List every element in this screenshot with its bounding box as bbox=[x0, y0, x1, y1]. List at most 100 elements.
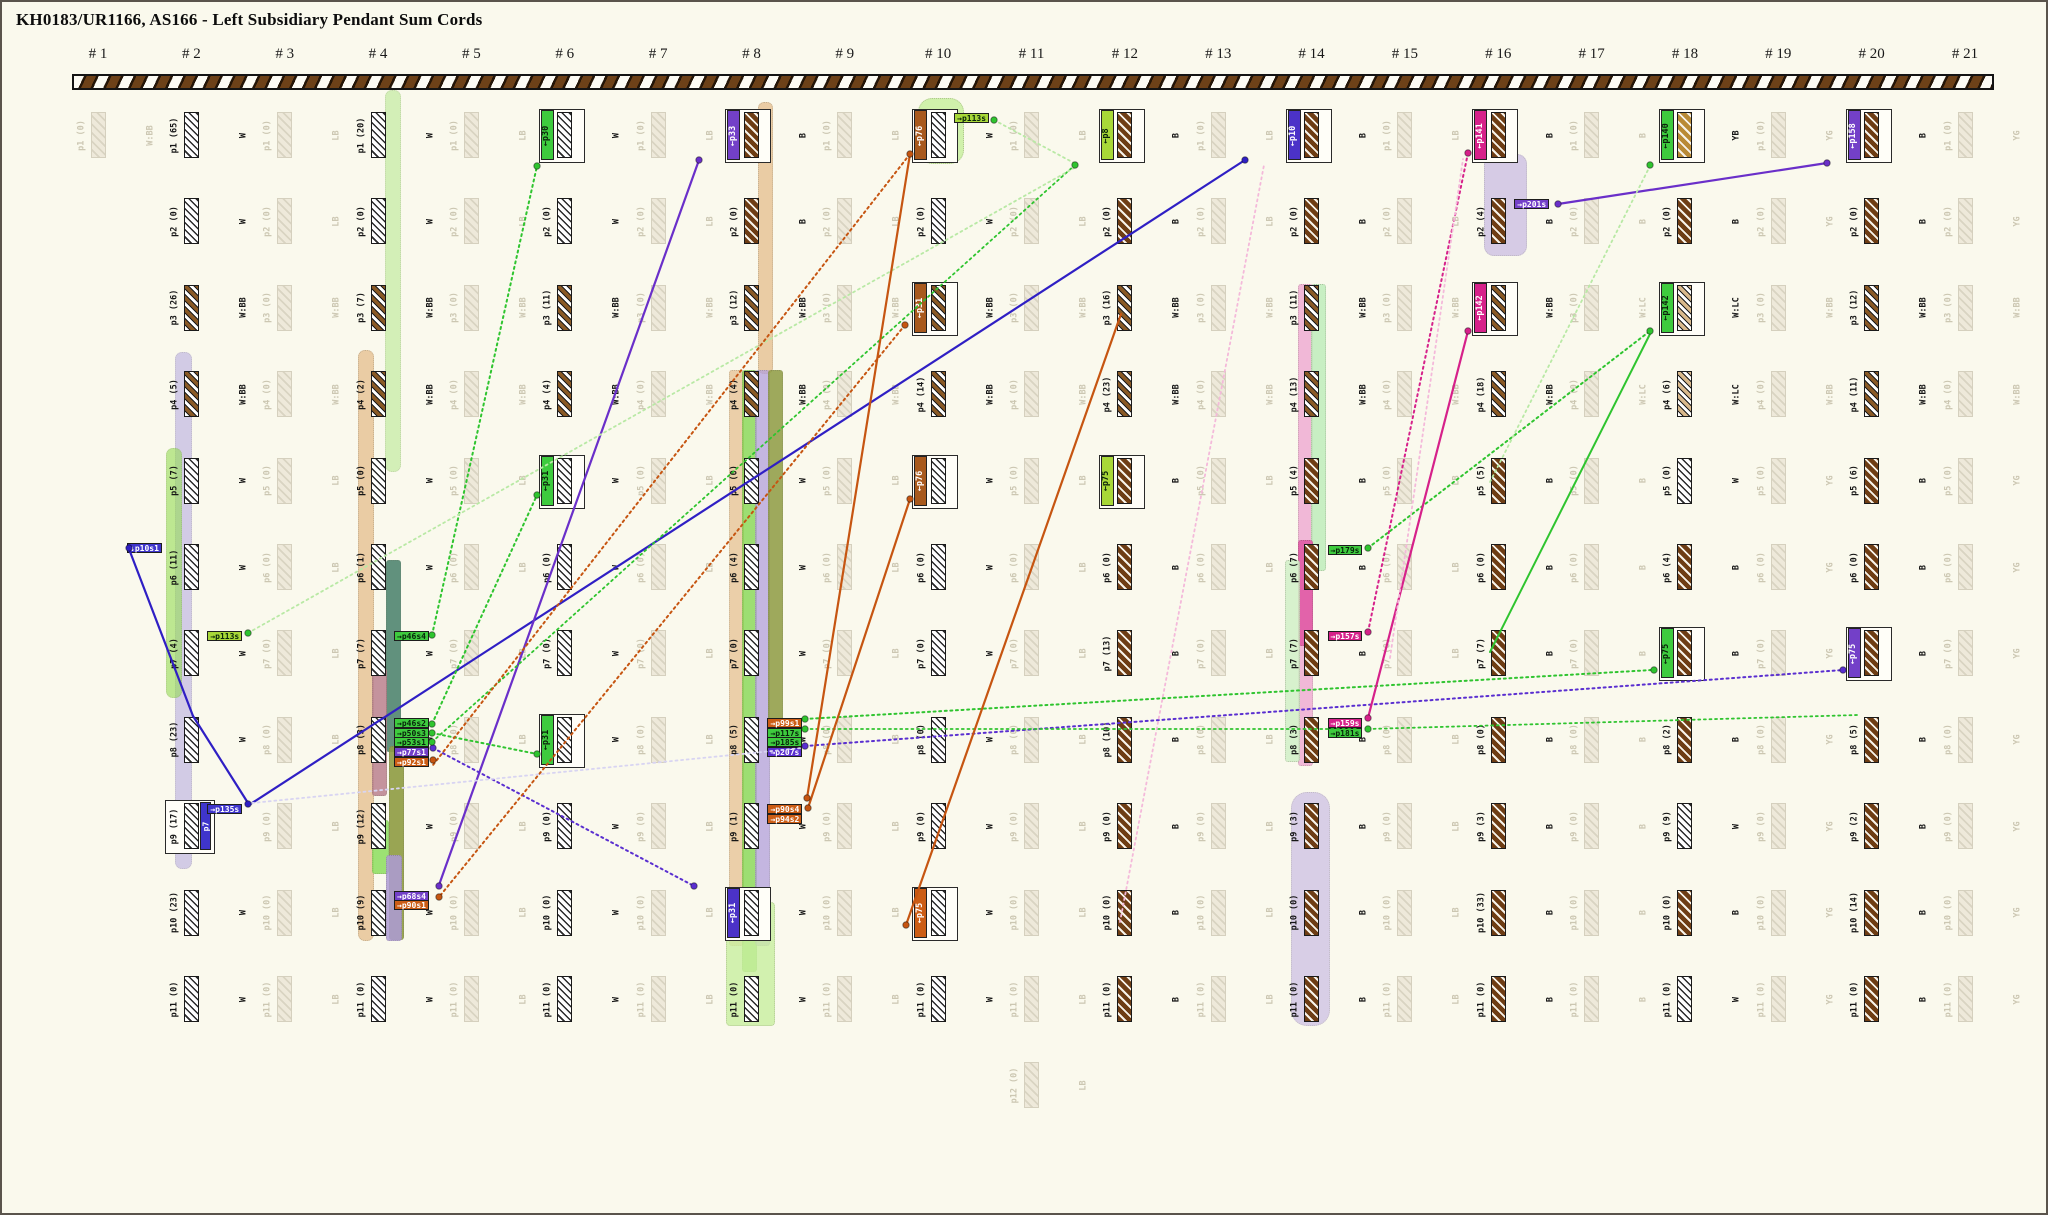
cord-bar-c16-p5[interactable] bbox=[1490, 457, 1506, 504]
cord-bar-c14-p5[interactable] bbox=[1304, 457, 1320, 504]
cord-bar-c13-p11[interactable] bbox=[1210, 976, 1226, 1022]
cord-bar-c8-p10[interactable] bbox=[743, 889, 759, 936]
cord-bar-c20-p11[interactable] bbox=[1864, 976, 1880, 1022]
cord-bar-c3-p6[interactable] bbox=[277, 544, 293, 590]
cord-bar-c3-p10[interactable] bbox=[277, 889, 293, 936]
sum-link-box-p159s[interactable]: →p159s bbox=[1327, 717, 1363, 728]
sum-ref-box-p75[interactable]: ←p75 bbox=[914, 887, 928, 938]
cord-bar-c10-p10[interactable] bbox=[930, 889, 946, 936]
cord-bar-c16-p9[interactable] bbox=[1490, 803, 1506, 850]
cord-bar-c2-p8[interactable] bbox=[183, 716, 199, 763]
sum-link-box-p135s[interactable]: →p135s bbox=[207, 804, 243, 815]
cord-bar-c10-p5[interactable] bbox=[930, 457, 946, 504]
sum-ref-box-p142[interactable]: ←p142 bbox=[1474, 282, 1488, 333]
cord-bar-c17-p7[interactable] bbox=[1584, 630, 1600, 677]
cord-bar-c9-p10[interactable] bbox=[837, 889, 853, 936]
cord-bar-c17-p9[interactable] bbox=[1584, 803, 1600, 850]
cord-bar-c17-p1[interactable] bbox=[1584, 112, 1600, 158]
cord-bar-c12-p5[interactable] bbox=[1117, 457, 1133, 504]
cord-bar-c13-p10[interactable] bbox=[1210, 889, 1226, 936]
cord-bar-c12-p8[interactable] bbox=[1117, 716, 1133, 763]
cord-bar-c12-p4[interactable] bbox=[1117, 371, 1133, 418]
sum-ref-box-p10[interactable]: ←p10 bbox=[1287, 110, 1301, 160]
cord-bar-c4-p3[interactable] bbox=[370, 284, 386, 331]
cord-bar-c21-p1[interactable] bbox=[1957, 112, 1973, 158]
cord-bar-c7-p1[interactable] bbox=[650, 112, 666, 158]
cord-bar-c6-p7[interactable] bbox=[557, 630, 573, 677]
cord-bar-c9-p7[interactable] bbox=[837, 630, 853, 677]
cord-bar-c5-p9[interactable] bbox=[463, 803, 479, 850]
cord-bar-c4-p8[interactable] bbox=[370, 716, 386, 763]
cord-bar-c7-p5[interactable] bbox=[650, 457, 666, 504]
cord-bar-c2-p10[interactable] bbox=[183, 889, 199, 936]
cord-bar-c10-p1[interactable] bbox=[930, 112, 946, 158]
sum-link-box-p117s[interactable]: →p117s bbox=[767, 727, 803, 738]
cord-bar-c9-p8[interactable] bbox=[837, 716, 853, 763]
cord-bar-c15-p4[interactable] bbox=[1397, 371, 1413, 418]
cord-bar-c18-p4[interactable] bbox=[1677, 371, 1693, 418]
cord-bar-c17-p5[interactable] bbox=[1584, 457, 1600, 504]
sum-ref-box-p75[interactable]: ←p75 bbox=[1847, 628, 1861, 679]
cord-bar-c14-p10[interactable] bbox=[1304, 889, 1320, 936]
cord-bar-c20-p10[interactable] bbox=[1864, 889, 1880, 936]
cord-bar-c16-p2[interactable] bbox=[1490, 198, 1506, 245]
sum-ref-box-p31[interactable]: ←p31 bbox=[727, 887, 741, 938]
cord-bar-c4-p10[interactable] bbox=[370, 889, 386, 936]
cord-bar-c21-p4[interactable] bbox=[1957, 371, 1973, 418]
sum-ref-box-p8[interactable]: ←p8 bbox=[1100, 110, 1114, 160]
cord-bar-c14-p8[interactable] bbox=[1304, 716, 1320, 763]
cord-bar-c16-p8[interactable] bbox=[1490, 716, 1506, 763]
cord-bar-c21-p6[interactable] bbox=[1957, 544, 1973, 590]
cord-bar-c19-p11[interactable] bbox=[1770, 976, 1786, 1022]
sum-link-box-p99s1[interactable]: →p99s1 bbox=[767, 717, 803, 728]
cord-bar-c18-p8[interactable] bbox=[1677, 716, 1693, 763]
cord-bar-c15-p7[interactable] bbox=[1397, 630, 1413, 677]
cord-bar-c13-p9[interactable] bbox=[1210, 803, 1226, 850]
cord-bar-c13-p1[interactable] bbox=[1210, 112, 1226, 158]
cord-bar-c9-p4[interactable] bbox=[837, 371, 853, 418]
sum-link-box-p92s1[interactable]: →p92s1 bbox=[394, 757, 429, 767]
cord-bar-c19-p1[interactable] bbox=[1770, 112, 1786, 158]
sum-link-box-p207s[interactable]: →p207s bbox=[767, 747, 803, 758]
sum-link-box-p181s[interactable]: →p181s bbox=[1327, 727, 1363, 738]
cord-bar-c21-p11[interactable] bbox=[1957, 976, 1973, 1022]
cord-bar-c12-p1[interactable] bbox=[1117, 112, 1133, 158]
cord-bar-c15-p11[interactable] bbox=[1397, 976, 1413, 1022]
cord-bar-c4-p4[interactable] bbox=[370, 371, 386, 418]
cord-bar-c8-p3[interactable] bbox=[743, 284, 759, 331]
cord-bar-c3-p8[interactable] bbox=[277, 716, 293, 763]
cord-bar-c14-p7[interactable] bbox=[1304, 630, 1320, 677]
cord-bar-c4-p5[interactable] bbox=[370, 457, 386, 504]
cord-bar-c9-p5[interactable] bbox=[837, 457, 853, 504]
cord-bar-c19-p9[interactable] bbox=[1770, 803, 1786, 850]
cord-bar-c17-p4[interactable] bbox=[1584, 371, 1600, 418]
cord-bar-c17-p10[interactable] bbox=[1584, 889, 1600, 936]
sum-link-box-p46s4[interactable]: →p46s4 bbox=[394, 631, 429, 642]
cord-bar-c5-p4[interactable] bbox=[463, 371, 479, 418]
sum-link-box-p68s4[interactable]: →p68s4 bbox=[394, 890, 429, 901]
cord-bar-c8-p7[interactable] bbox=[743, 630, 759, 677]
cord-bar-c7-p10[interactable] bbox=[650, 889, 666, 936]
cord-bar-c18-p9[interactable] bbox=[1677, 803, 1693, 850]
cord-bar-c20-p4[interactable] bbox=[1864, 371, 1880, 418]
cord-bar-c3-p5[interactable] bbox=[277, 457, 293, 504]
cord-bar-c2-p1[interactable] bbox=[183, 112, 199, 158]
sum-ref-box-p75[interactable]: ←p75 bbox=[1660, 628, 1674, 679]
cord-bar-c4-p1[interactable] bbox=[370, 112, 386, 158]
cord-bar-c13-p2[interactable] bbox=[1210, 198, 1226, 245]
cord-bar-c20-p5[interactable] bbox=[1864, 457, 1880, 504]
cord-bar-c15-p9[interactable] bbox=[1397, 803, 1413, 850]
cord-bar-c11-p12[interactable] bbox=[1024, 1062, 1039, 1109]
cord-bar-c16-p1[interactable] bbox=[1490, 112, 1506, 158]
cord-bar-c11-p6[interactable] bbox=[1024, 544, 1039, 590]
cord-bar-c14-p9[interactable] bbox=[1304, 803, 1320, 850]
cord-bar-c12-p7[interactable] bbox=[1117, 630, 1133, 677]
cord-bar-c17-p8[interactable] bbox=[1584, 716, 1600, 763]
cord-bar-c7-p9[interactable] bbox=[650, 803, 666, 850]
cord-bar-c6-p9[interactable] bbox=[557, 803, 573, 850]
cord-bar-c13-p4[interactable] bbox=[1210, 371, 1226, 418]
cord-bar-c12-p6[interactable] bbox=[1117, 544, 1133, 590]
cord-bar-c17-p2[interactable] bbox=[1584, 198, 1600, 245]
cord-bar-c21-p3[interactable] bbox=[1957, 284, 1973, 331]
cord-bar-c10-p8[interactable] bbox=[930, 716, 946, 763]
